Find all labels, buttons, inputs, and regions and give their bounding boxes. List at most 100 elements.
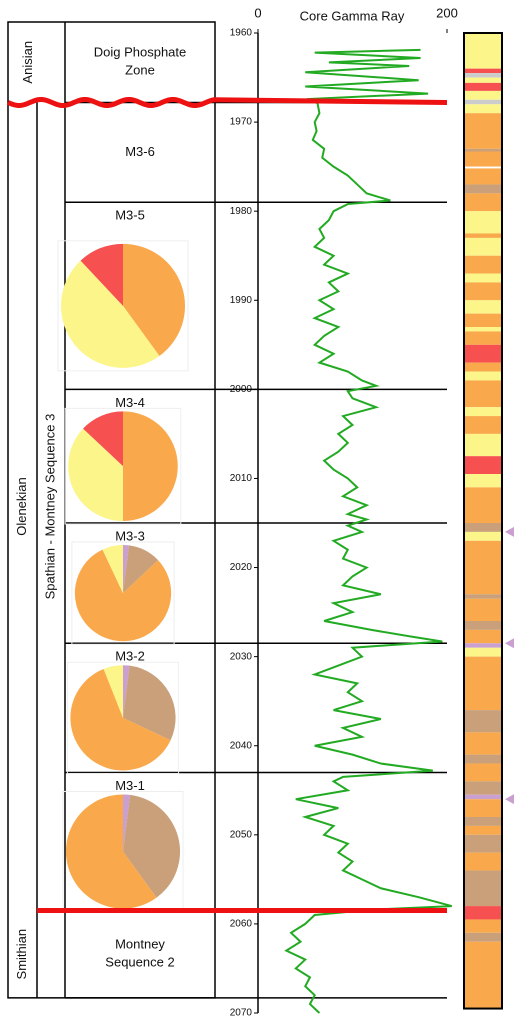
unit-label: M3-6 bbox=[125, 144, 155, 159]
facies-band bbox=[465, 184, 501, 194]
pie-slice bbox=[65, 794, 157, 909]
facies-band bbox=[465, 344, 501, 363]
depth-tick-label: 2040 bbox=[230, 740, 253, 751]
marker bbox=[505, 526, 514, 537]
pie-slice bbox=[123, 665, 176, 741]
stage-label: Smithian bbox=[14, 929, 29, 980]
facies-band bbox=[465, 487, 501, 523]
facies-band bbox=[465, 794, 501, 800]
unit-label: Montney bbox=[115, 937, 165, 952]
pie-slice bbox=[61, 260, 160, 368]
facies-band bbox=[465, 870, 501, 907]
pie-slice bbox=[80, 243, 123, 306]
unit-label: Doig Phosphate bbox=[94, 45, 187, 60]
facies-band bbox=[465, 416, 501, 434]
pie-slice bbox=[123, 545, 159, 594]
facies-band bbox=[465, 523, 501, 532]
facies-band bbox=[465, 33, 501, 69]
facies-band bbox=[465, 594, 501, 599]
pie-slice bbox=[123, 545, 130, 594]
unit-label: M3-2 bbox=[115, 649, 145, 664]
facies-band bbox=[465, 151, 501, 167]
facies-band bbox=[465, 113, 501, 149]
depth-tick-label: 2030 bbox=[230, 651, 253, 662]
unit-label: Zone bbox=[125, 63, 155, 78]
facies-band bbox=[465, 255, 501, 274]
marker bbox=[505, 638, 514, 649]
pie-slice bbox=[74, 549, 172, 642]
facies-band bbox=[465, 621, 501, 630]
depth-tick-label: 1970 bbox=[230, 117, 253, 128]
facies-band bbox=[465, 834, 501, 853]
facies-band bbox=[465, 237, 501, 256]
marker bbox=[505, 794, 514, 805]
pie-slice bbox=[102, 545, 123, 594]
facies-band bbox=[465, 941, 501, 1009]
pie-slice bbox=[123, 794, 181, 898]
facies-band bbox=[465, 817, 501, 826]
facies-band bbox=[465, 168, 501, 185]
facies-band bbox=[465, 233, 501, 238]
pie-frame bbox=[64, 407, 182, 525]
depth-tick-label: 2050 bbox=[230, 829, 253, 840]
pie-slice bbox=[103, 665, 123, 718]
pie-frame bbox=[57, 240, 189, 372]
facies-band bbox=[465, 456, 501, 474]
facies-band bbox=[465, 540, 501, 595]
facies-band bbox=[465, 73, 501, 78]
pie-slice bbox=[68, 428, 123, 521]
facies-band bbox=[465, 362, 501, 372]
unit-label: M3-3 bbox=[115, 528, 145, 543]
facies-band bbox=[465, 300, 501, 314]
gamma-curve bbox=[284, 48, 452, 1014]
facies-band bbox=[465, 531, 501, 541]
facies-band bbox=[465, 629, 501, 644]
red-boundary bbox=[7, 97, 448, 108]
facies-band bbox=[465, 732, 501, 755]
depth-tick-label: 1990 bbox=[230, 295, 253, 306]
unit-label: Sequence 2 bbox=[105, 955, 174, 970]
facies-band bbox=[465, 371, 501, 381]
depth-tick-label: 1960 bbox=[230, 28, 253, 39]
depth-tick-label: 2070 bbox=[230, 1008, 253, 1019]
facies-band bbox=[465, 919, 501, 933]
depth-tick-label: 1980 bbox=[230, 206, 253, 217]
pie-slice bbox=[123, 411, 178, 521]
facies-band bbox=[465, 273, 501, 283]
facies-band bbox=[465, 68, 501, 74]
pie-slice bbox=[123, 243, 185, 356]
facies-band bbox=[465, 104, 501, 114]
facies-band bbox=[465, 799, 501, 817]
unit-label: M3-5 bbox=[115, 208, 145, 223]
pie-frame bbox=[71, 541, 175, 645]
facies-band bbox=[465, 433, 501, 457]
facies-band bbox=[465, 906, 501, 920]
facies-band bbox=[465, 643, 501, 648]
facies-band bbox=[465, 656, 501, 711]
facies-band bbox=[465, 647, 501, 657]
facies-band bbox=[465, 331, 501, 345]
sequence-label: Spathian - Montney Sequence 3 bbox=[42, 414, 57, 600]
gamma-tick-label: 0 bbox=[254, 5, 261, 20]
facies-band bbox=[465, 825, 501, 835]
facies-band bbox=[465, 313, 501, 327]
facies-frame bbox=[463, 32, 503, 1010]
pie-frame bbox=[66, 661, 180, 774]
facies-band bbox=[465, 82, 501, 91]
facies-band bbox=[465, 90, 501, 100]
facies-band bbox=[465, 407, 501, 417]
facies-band bbox=[465, 763, 501, 782]
facies-band bbox=[465, 754, 501, 764]
pie-slice bbox=[70, 668, 171, 771]
facies-band bbox=[465, 282, 501, 301]
stage-label: Olenekian bbox=[14, 477, 29, 536]
facies-band bbox=[465, 932, 501, 942]
facies-band bbox=[465, 380, 501, 408]
facies-band bbox=[465, 781, 501, 795]
facies-band bbox=[465, 598, 501, 621]
unit-label: M3-1 bbox=[115, 778, 145, 793]
facies-band bbox=[465, 193, 501, 212]
stage-label: Anisian bbox=[20, 41, 35, 84]
facies-band bbox=[465, 99, 501, 105]
